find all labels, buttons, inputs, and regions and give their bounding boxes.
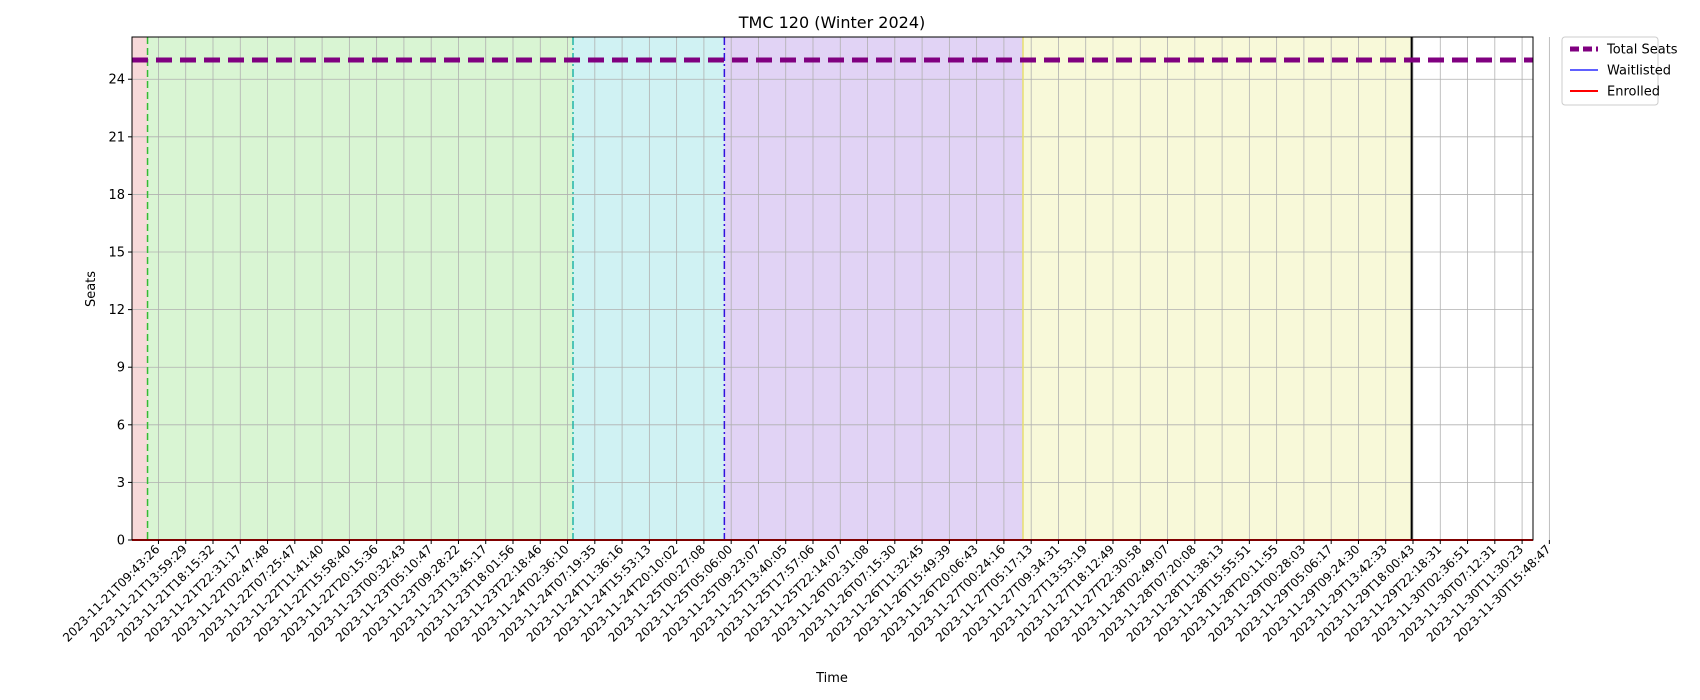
x-axis-label: Time <box>815 671 848 686</box>
phase-band-2 <box>573 37 725 540</box>
y-tick-label: 0 <box>117 534 125 549</box>
chart-title: TMC 120 (Winter 2024) <box>738 13 926 32</box>
y-axis-ticks: 0 3 6 9 12 15 18 21 24 <box>108 73 132 549</box>
plot-frame <box>131 36 1534 541</box>
y-tick-label: 24 <box>108 73 125 88</box>
y-tick-label: 12 <box>108 303 125 318</box>
x-axis-ticks: 2023-11-21T09:43:262023-11-21T13:59:2920… <box>60 540 1553 645</box>
legend-label: Enrolled <box>1607 85 1660 100</box>
grid-lines <box>132 37 1550 541</box>
phase-band-1 <box>147 37 573 540</box>
legend: Total Seats Waitlisted Enrolled <box>1561 36 1678 106</box>
y-tick-label: 18 <box>108 188 125 203</box>
phase-bands <box>132 37 1412 540</box>
y-tick-label: 6 <box>117 418 125 433</box>
y-axis-label: Seats <box>84 271 99 307</box>
y-tick-label: 9 <box>117 361 125 376</box>
legend-label: Total Seats <box>1606 43 1678 58</box>
legend-label: Waitlisted <box>1607 64 1671 79</box>
y-tick-label: 15 <box>108 246 125 261</box>
phase-band-3 <box>724 37 1023 540</box>
phase-band-0 <box>132 37 148 540</box>
phase-markers <box>146 37 1413 540</box>
phase-band-4 <box>1023 37 1412 540</box>
y-tick-label: 3 <box>117 476 125 491</box>
y-tick-label: 21 <box>108 130 125 145</box>
legend-box <box>1561 36 1659 106</box>
